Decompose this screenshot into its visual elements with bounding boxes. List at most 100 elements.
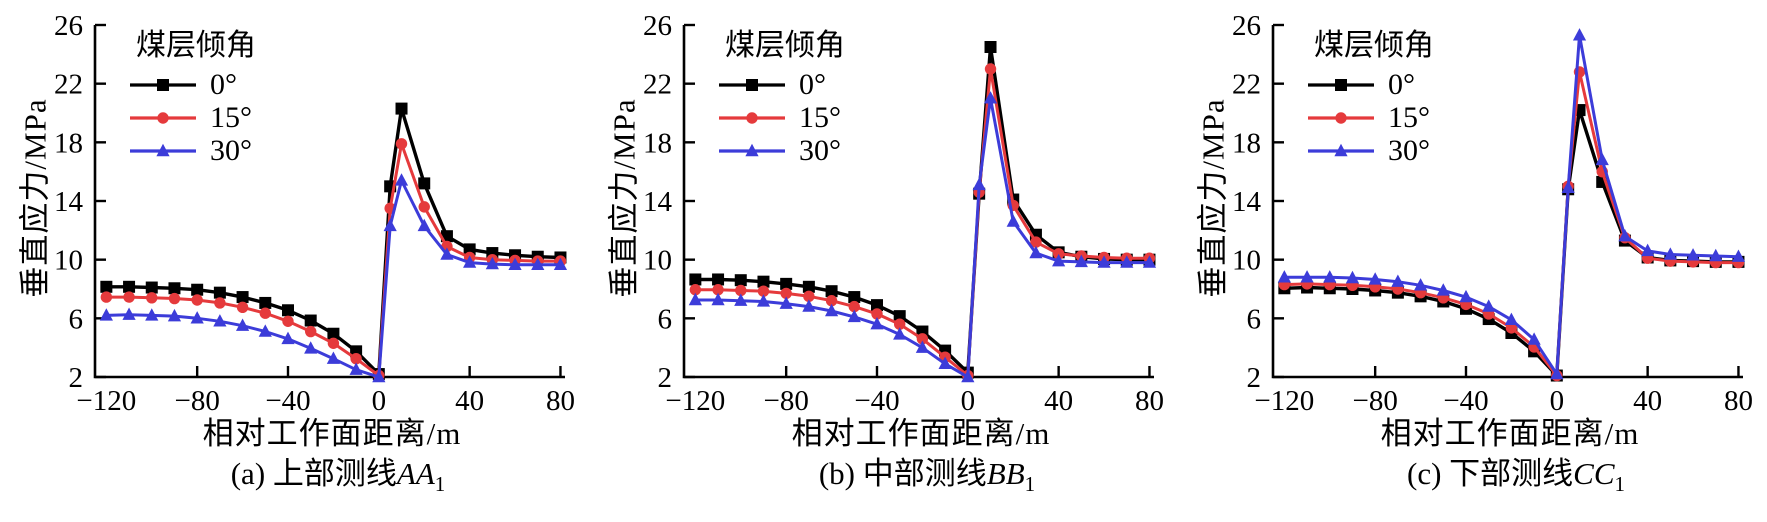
y-tick-label: 14 (54, 186, 84, 218)
triangle-marker-icon (893, 327, 907, 340)
legend-entry-15deg: 15° (1306, 101, 1434, 134)
legend-label: 0° (1388, 67, 1415, 101)
triangle-marker-icon (1277, 270, 1291, 283)
triangle-marker-icon (417, 218, 431, 232)
triangle-marker-icon (190, 311, 204, 324)
triangle-marker-icon (1300, 270, 1314, 283)
circle-marker-icon (1335, 111, 1347, 124)
square-marker-icon (145, 281, 158, 294)
triangle-marker-icon (1550, 366, 1564, 380)
legend-entry-15deg: 15° (128, 101, 256, 134)
x-tick-label: 0 (372, 385, 387, 417)
triangle-marker-icon (383, 218, 397, 232)
square-marker-icon (395, 102, 408, 115)
series-line-30° (1282, 33, 1740, 376)
triangle-marker-icon (1572, 28, 1587, 41)
x-tick-label: 40 (455, 385, 484, 417)
caption-text: (c) 下部测线 (1406, 456, 1574, 491)
triangle-marker-icon (531, 257, 545, 270)
triangle-marker-icon (1413, 278, 1428, 291)
circle-marker-icon (214, 297, 226, 309)
triangle-marker-icon (779, 296, 793, 309)
square-marker-icon (719, 78, 785, 91)
panel-caption: (b) 中部测线BB1 (819, 448, 1035, 497)
series-line-0° (104, 106, 563, 376)
circle-marker-icon (757, 285, 770, 297)
y-tick-label: 26 (643, 10, 672, 42)
triangle-marker-icon (130, 143, 196, 156)
triangle-marker-icon (1504, 312, 1519, 325)
triangle-marker-icon (824, 303, 839, 317)
circle-marker-icon (916, 333, 929, 345)
circle-marker-icon (1030, 236, 1042, 248)
y-tick-label: 14 (1232, 186, 1262, 218)
circle-marker-icon (894, 318, 906, 330)
legend-label: 30° (799, 133, 841, 167)
circle-marker-icon (1505, 322, 1518, 334)
triangle-marker-icon (961, 369, 975, 383)
triangle-marker-icon (281, 331, 295, 345)
caption-math: BB (986, 456, 1025, 491)
triangle-marker-icon (1120, 255, 1134, 268)
square-marker-icon (1308, 78, 1374, 91)
y-tick-label: 2 (1247, 362, 1262, 394)
y-tick-label: 6 (1247, 303, 1262, 335)
panel-caption: (a) 上部测线AA1 (231, 448, 446, 497)
circle-marker-icon (157, 111, 169, 124)
circle-marker-icon (984, 63, 997, 75)
triangle-marker-icon (983, 91, 998, 104)
legend-title: 煤层倾角 (1314, 29, 1434, 62)
x-tick-label: 80 (546, 385, 575, 417)
square-marker-icon (100, 280, 113, 293)
square-marker-icon (281, 304, 294, 317)
triangle-marker-icon (1527, 332, 1541, 345)
square-marker-icon (191, 283, 204, 296)
y-axis-title: 垂直应力/MPa (606, 98, 642, 298)
series-line-15° (693, 67, 1151, 377)
circle-marker-icon (123, 291, 135, 303)
square-marker-icon (757, 275, 770, 288)
y-tick-label: 6 (69, 303, 84, 335)
triangle-marker-icon (258, 324, 272, 337)
circle-marker-icon (780, 287, 792, 300)
legend: 煤层倾角 0° 15° 30° (717, 20, 845, 167)
square-marker-icon (168, 282, 181, 295)
triangle-marker-icon (122, 307, 136, 320)
square-marker-icon (984, 41, 997, 53)
square-marker-icon (802, 280, 815, 293)
circle-marker-icon (719, 111, 785, 124)
triangle-marker-icon (1029, 245, 1043, 259)
triangle-marker-icon (1482, 299, 1496, 312)
circle-marker-icon (712, 284, 724, 296)
square-marker-icon (712, 273, 725, 286)
x-tick-label: −40 (1443, 385, 1488, 417)
legend-label: 15° (210, 100, 252, 134)
square-marker-icon (689, 273, 702, 286)
x-tick-label: 0 (1550, 385, 1565, 417)
legend-entry-0deg: 0° (128, 68, 256, 101)
panel-caption: (c) 下部测线CC1 (1407, 448, 1625, 497)
series-line-30° (104, 179, 562, 379)
triangle-marker-icon (349, 362, 363, 375)
triangle-marker-icon (1686, 248, 1700, 261)
legend-title: 煤层倾角 (136, 29, 256, 62)
x-tick-label: −120 (76, 385, 136, 417)
legend: 煤层倾角 0° 15° 30° (128, 20, 256, 167)
legend-label: 30° (1388, 133, 1430, 167)
legend-label: 15° (1388, 100, 1430, 134)
square-marker-icon (746, 78, 758, 91)
circle-marker-icon (327, 337, 340, 349)
circle-marker-icon (259, 307, 271, 319)
triangle-marker-icon (915, 340, 930, 353)
triangle-marker-icon (938, 356, 952, 369)
circle-marker-icon (282, 315, 294, 327)
y-axis-title: 垂直应力/MPa (1195, 98, 1231, 298)
y-tick-label: 14 (643, 186, 673, 218)
y-tick-label: 2 (658, 362, 673, 394)
square-marker-icon (463, 243, 476, 256)
triangle-marker-icon (553, 257, 568, 270)
circle-marker-icon (395, 138, 408, 150)
